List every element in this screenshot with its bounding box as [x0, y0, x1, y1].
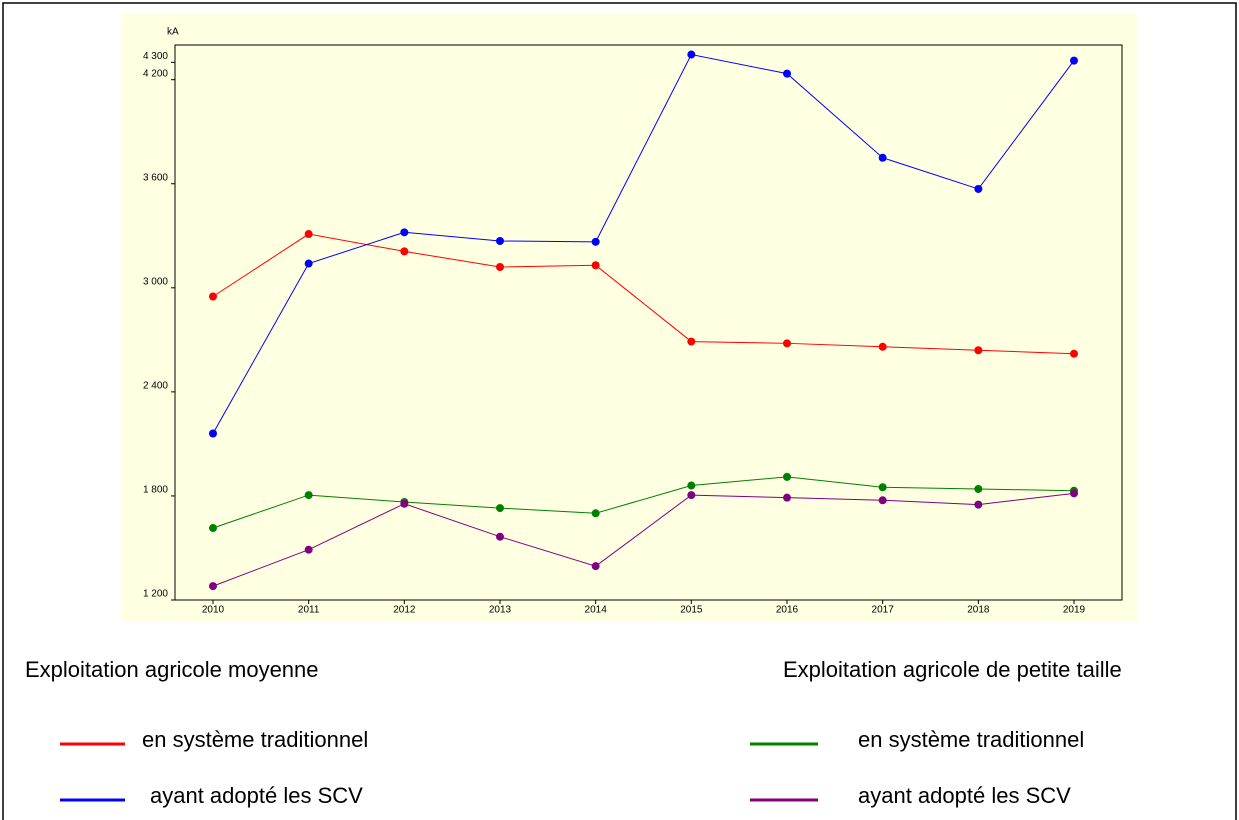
y-tick-label: 3 000	[143, 276, 168, 287]
data-point	[496, 236, 504, 245]
x-tick-label: 2015	[680, 605, 703, 616]
legend-label: en système traditionnel	[858, 727, 1084, 752]
chart-panel	[122, 13, 1137, 622]
x-tick-label: 2014	[585, 605, 608, 616]
data-point	[974, 184, 983, 193]
series-line	[212, 492, 1075, 587]
data-point	[974, 485, 983, 493]
legend-label: en système traditionnel	[142, 727, 368, 752]
data-point	[304, 259, 313, 268]
data-point	[496, 532, 504, 541]
series-line	[212, 233, 1075, 355]
data-point	[687, 481, 696, 490]
y-axis-label: kA	[167, 27, 179, 38]
x-tick-label: 2013	[489, 605, 512, 616]
legend-label: ayant adopté les SCV	[150, 783, 363, 808]
data-point	[591, 261, 600, 270]
data-point	[400, 228, 409, 237]
x-tick-label: 2010	[202, 605, 225, 616]
series-line	[212, 476, 1075, 529]
legend-group-title: Exploitation agricole de petite taille	[783, 657, 1122, 682]
data-point	[591, 562, 600, 571]
x-tick-label: 2017	[872, 605, 895, 616]
data-point	[400, 499, 409, 508]
data-point	[591, 509, 600, 518]
x-tick-label: 2016	[776, 605, 799, 616]
data-point	[209, 582, 217, 591]
data-point	[304, 230, 313, 239]
y-tick-label: 3 600	[143, 172, 168, 183]
data-point	[400, 247, 409, 256]
data-point	[1070, 349, 1078, 358]
data-point	[496, 263, 504, 271]
data-point	[687, 337, 696, 346]
series-line	[212, 53, 1075, 434]
data-point	[1070, 56, 1078, 65]
y-tick-label: 1 800	[143, 485, 168, 496]
y-tick-label: 4 300	[143, 51, 168, 62]
data-point	[783, 472, 791, 481]
data-point	[974, 500, 983, 509]
data-point	[1070, 489, 1078, 498]
data-point	[878, 496, 887, 505]
data-point	[878, 342, 887, 351]
y-tick-label: 1 200	[143, 589, 168, 600]
y-tick-label: 2 400	[143, 381, 168, 392]
data-point	[783, 69, 791, 78]
data-point	[304, 545, 313, 554]
data-point	[687, 50, 696, 59]
data-point	[878, 483, 887, 492]
data-point	[209, 292, 217, 301]
legend-label: ayant adopté les SCV	[858, 783, 1071, 808]
data-point	[783, 493, 791, 502]
legend-group-title: Exploitation agricole moyenne	[25, 657, 319, 682]
data-point	[209, 429, 217, 438]
data-point	[687, 491, 696, 500]
data-point	[878, 153, 887, 162]
x-tick-label: 2012	[393, 605, 416, 616]
data-point	[209, 524, 217, 533]
data-point	[304, 491, 313, 500]
data-point	[496, 504, 504, 513]
plot-area	[174, 44, 1123, 601]
data-point	[591, 237, 600, 246]
x-tick-label: 2018	[967, 605, 990, 616]
data-point	[974, 346, 983, 355]
x-tick-label: 2019	[1063, 605, 1086, 616]
x-tick-label: 2011	[298, 605, 320, 616]
y-tick-label: 4 200	[143, 68, 168, 79]
data-point	[783, 339, 791, 348]
